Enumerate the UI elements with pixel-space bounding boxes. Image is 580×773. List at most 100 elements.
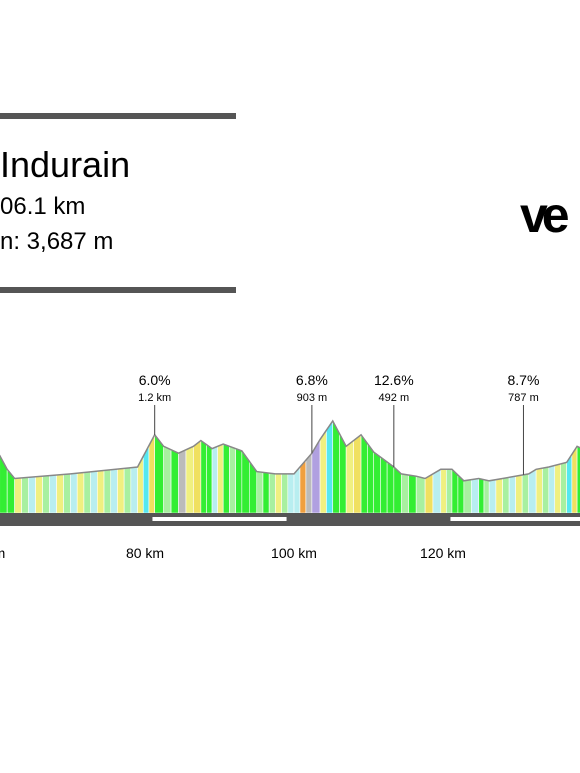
profile-segment	[117, 468, 125, 514]
profile-segment	[76, 472, 85, 514]
brand-logo: ve	[520, 187, 570, 243]
profile-segment	[483, 479, 490, 514]
profile-segment	[90, 470, 98, 514]
profile-segment	[63, 473, 71, 514]
profile-segment	[170, 449, 179, 514]
profile-segment	[123, 467, 132, 514]
profile-segment	[229, 445, 236, 514]
profile-segment	[332, 420, 340, 514]
climb-length-label: 1.2 km	[138, 392, 171, 404]
profile-segment	[211, 445, 218, 514]
profile-segment	[206, 443, 213, 514]
profile-segments	[0, 420, 580, 514]
profile-segment	[393, 466, 402, 514]
profile-segment	[305, 452, 313, 514]
profile-segment	[542, 466, 550, 514]
profile-segment	[154, 433, 164, 514]
header-rule-bottom	[0, 287, 236, 293]
profile-segment	[256, 471, 264, 514]
profile-segment	[97, 470, 105, 514]
profile-segment	[103, 469, 112, 514]
profile-segment	[148, 434, 155, 514]
profile-segment	[56, 474, 64, 514]
profile-segment	[163, 445, 172, 514]
profile-segment	[386, 461, 395, 514]
profile-segment	[415, 475, 426, 514]
profile-segment	[35, 475, 43, 514]
climb-grade-label: 6.8%	[296, 372, 328, 388]
profile-segment	[446, 468, 453, 514]
profile-segment	[367, 442, 375, 514]
profile-segment	[451, 468, 459, 514]
profile-segment	[495, 478, 503, 514]
profile-segment	[110, 468, 118, 514]
profile-segment	[83, 471, 91, 514]
profile-segment	[560, 462, 567, 514]
profile-segment	[193, 439, 202, 514]
route-elevation: n: 3,687 m	[0, 228, 114, 255]
profile-segment	[70, 472, 78, 514]
route-distance: 06.1 km	[0, 193, 86, 220]
x-tick-label: 120 km	[420, 545, 466, 561]
profile-segment	[42, 475, 50, 514]
climb-grade-label: 12.6%	[374, 372, 414, 388]
profile-segment	[463, 479, 472, 514]
profile-segment	[28, 476, 36, 514]
profile-segment	[571, 445, 578, 514]
profile-segment	[21, 477, 29, 514]
profile-segment	[49, 474, 57, 514]
profile-segment	[535, 467, 543, 514]
profile-segment	[515, 474, 523, 514]
profile-segment	[508, 475, 516, 514]
profile-segment	[287, 473, 295, 514]
profile-segment	[360, 433, 368, 514]
profile-segment	[6, 468, 15, 514]
profile-segment	[424, 473, 434, 514]
profile-segment	[576, 445, 580, 514]
climb-grade-label: 6.0%	[139, 372, 171, 388]
profile-segment	[130, 466, 138, 514]
profile-segment	[528, 468, 537, 514]
profile-segment	[275, 473, 282, 514]
profile-segment	[566, 453, 573, 514]
profile-segment	[268, 472, 276, 514]
profile-segment	[178, 449, 187, 514]
climb-length-label: 492 m	[379, 392, 410, 404]
header-rule-top	[0, 113, 236, 119]
profile-segment	[478, 478, 485, 514]
profile-segment	[548, 465, 556, 514]
profile-segment	[408, 474, 417, 514]
profile-segment	[400, 473, 410, 514]
profile-segment	[471, 478, 480, 514]
profile-segment	[521, 473, 529, 514]
x-tick-label: 80 km	[126, 545, 164, 561]
profile-segment	[488, 479, 497, 514]
distance-bar	[0, 513, 580, 526]
profile-segment	[14, 477, 22, 514]
profile-segment	[440, 468, 447, 514]
distance-bar-stripe	[152, 517, 287, 521]
climb-length-label: 787 m	[508, 392, 539, 404]
profile-segment	[353, 434, 362, 514]
profile-segment	[185, 445, 194, 514]
profile-segment	[554, 463, 562, 514]
profile-segment	[373, 451, 381, 514]
profile-segment	[432, 468, 442, 514]
climb-annotations: 6.0% 1.2 km 6.8% 903 m 12.6% 492 m 8.7% 787 m	[138, 372, 539, 475]
x-tick-label: km	[0, 545, 5, 561]
profile-segment	[262, 472, 270, 514]
profile-outline	[0, 419, 580, 482]
distance-bar-stripes	[152, 517, 580, 521]
profile-segment	[345, 439, 354, 514]
climb-grade-label: 8.7%	[507, 372, 539, 388]
profile-segment	[281, 473, 289, 514]
profile-segment	[319, 429, 327, 514]
profile-segment	[326, 420, 334, 514]
profile-segment	[235, 448, 243, 514]
profile-segment	[380, 456, 388, 514]
profile-segment	[299, 459, 307, 514]
profile-segment	[217, 443, 224, 514]
profile-segment	[200, 439, 207, 514]
